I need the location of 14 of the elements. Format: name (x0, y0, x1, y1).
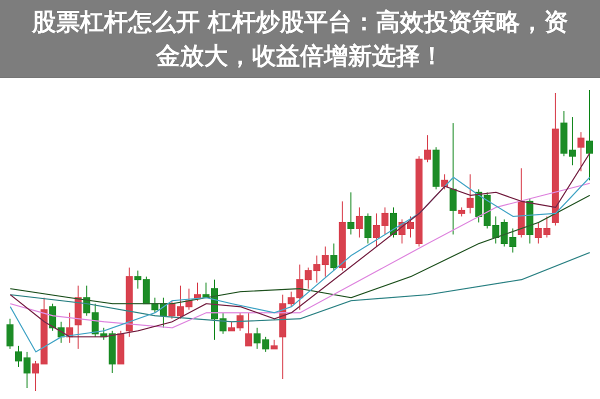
candlestick (450, 122, 457, 235)
candlestick (577, 132, 584, 172)
candlestick (458, 206, 466, 217)
candlestick (6, 318, 14, 350)
candlestick (347, 192, 354, 235)
candlestick (270, 339, 278, 350)
candlestick (194, 282, 201, 302)
chart-title: 股票杠杆怎么开 杠杆炒股平台：高效投资策略，资金放大，收益倍增新选择！ (30, 7, 570, 72)
candlestick (356, 206, 363, 238)
candlestick (466, 174, 474, 214)
candlestick (586, 90, 593, 181)
candlestick (364, 212, 372, 244)
candlestick (330, 243, 338, 272)
candlestick (245, 312, 252, 346)
